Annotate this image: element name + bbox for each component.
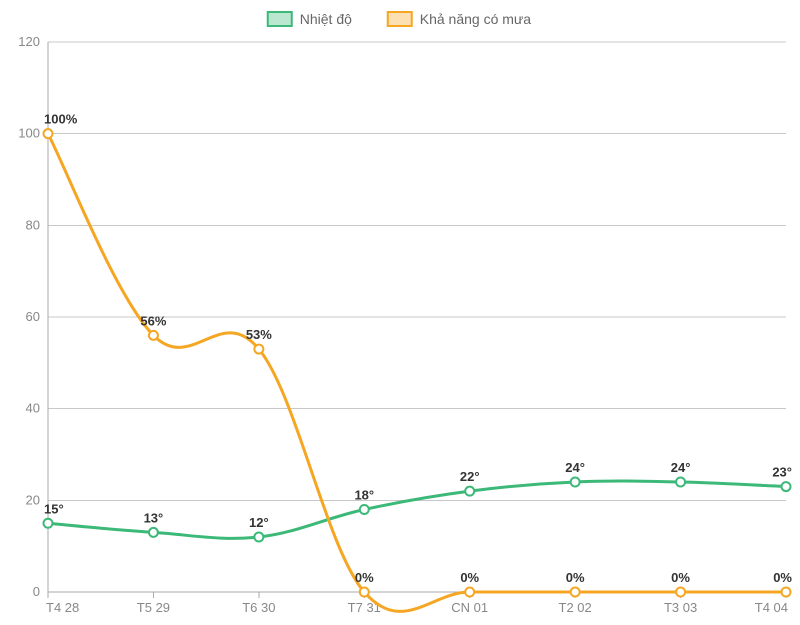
rain-point bbox=[360, 588, 369, 597]
temp-data-label: 15° bbox=[44, 501, 64, 516]
rain-point bbox=[44, 129, 53, 138]
x-tick-label: T2 02 bbox=[559, 600, 592, 615]
x-tick-label: T4 04 bbox=[755, 600, 788, 615]
temp-point bbox=[44, 519, 53, 528]
rain-data-label: 0% bbox=[773, 570, 792, 585]
temp-data-label: 23° bbox=[772, 465, 792, 480]
y-tick-label: 20 bbox=[26, 492, 40, 507]
temp-data-label: 24° bbox=[671, 460, 691, 475]
rain-point bbox=[782, 588, 791, 597]
chart-svg: 020406080100120T4 28T5 29T6 30T7 31CN 01… bbox=[0, 0, 800, 625]
legend-label-rain: Khả năng có mưa bbox=[420, 11, 532, 27]
y-tick-label: 0 bbox=[33, 584, 40, 599]
x-tick-label: T6 30 bbox=[242, 600, 275, 615]
y-tick-label: 80 bbox=[26, 217, 40, 232]
temp-point bbox=[254, 533, 263, 542]
rain-point bbox=[465, 588, 474, 597]
temp-data-label: 22° bbox=[460, 469, 480, 484]
y-tick-label: 60 bbox=[26, 309, 40, 324]
rain-point bbox=[571, 588, 580, 597]
rain-data-label: 0% bbox=[355, 570, 374, 585]
temp-data-label: 24° bbox=[565, 460, 585, 475]
rain-data-label: 53% bbox=[246, 327, 272, 342]
legend-swatch-temp bbox=[268, 12, 292, 26]
weather-chart: 020406080100120T4 28T5 29T6 30T7 31CN 01… bbox=[0, 0, 800, 625]
legend-swatch-rain bbox=[388, 12, 412, 26]
rain-point bbox=[254, 345, 263, 354]
rain-data-label: 0% bbox=[566, 570, 585, 585]
temp-point bbox=[676, 478, 685, 487]
temp-data-label: 18° bbox=[354, 488, 374, 503]
x-tick-label: CN 01 bbox=[451, 600, 488, 615]
x-tick-label: T4 28 bbox=[46, 600, 79, 615]
rain-data-label: 0% bbox=[671, 570, 690, 585]
temp-data-label: 12° bbox=[249, 515, 269, 530]
rain-data-label: 0% bbox=[460, 570, 479, 585]
temp-point bbox=[571, 478, 580, 487]
rain-point bbox=[149, 331, 158, 340]
temp-data-label: 13° bbox=[144, 510, 164, 525]
rain-data-label: 100% bbox=[44, 112, 78, 127]
y-tick-label: 100 bbox=[18, 126, 40, 141]
rain-data-label: 56% bbox=[140, 313, 166, 328]
legend-label-temp: Nhiệt độ bbox=[300, 11, 352, 27]
y-tick-label: 120 bbox=[18, 34, 40, 49]
rain-point bbox=[676, 588, 685, 597]
x-tick-label: T3 03 bbox=[664, 600, 697, 615]
temp-point bbox=[465, 487, 474, 496]
temp-point bbox=[360, 505, 369, 514]
temp-point bbox=[149, 528, 158, 537]
rain-line bbox=[48, 134, 786, 612]
temp-point bbox=[782, 482, 791, 491]
y-tick-label: 40 bbox=[26, 401, 40, 416]
x-tick-label: T5 29 bbox=[137, 600, 170, 615]
